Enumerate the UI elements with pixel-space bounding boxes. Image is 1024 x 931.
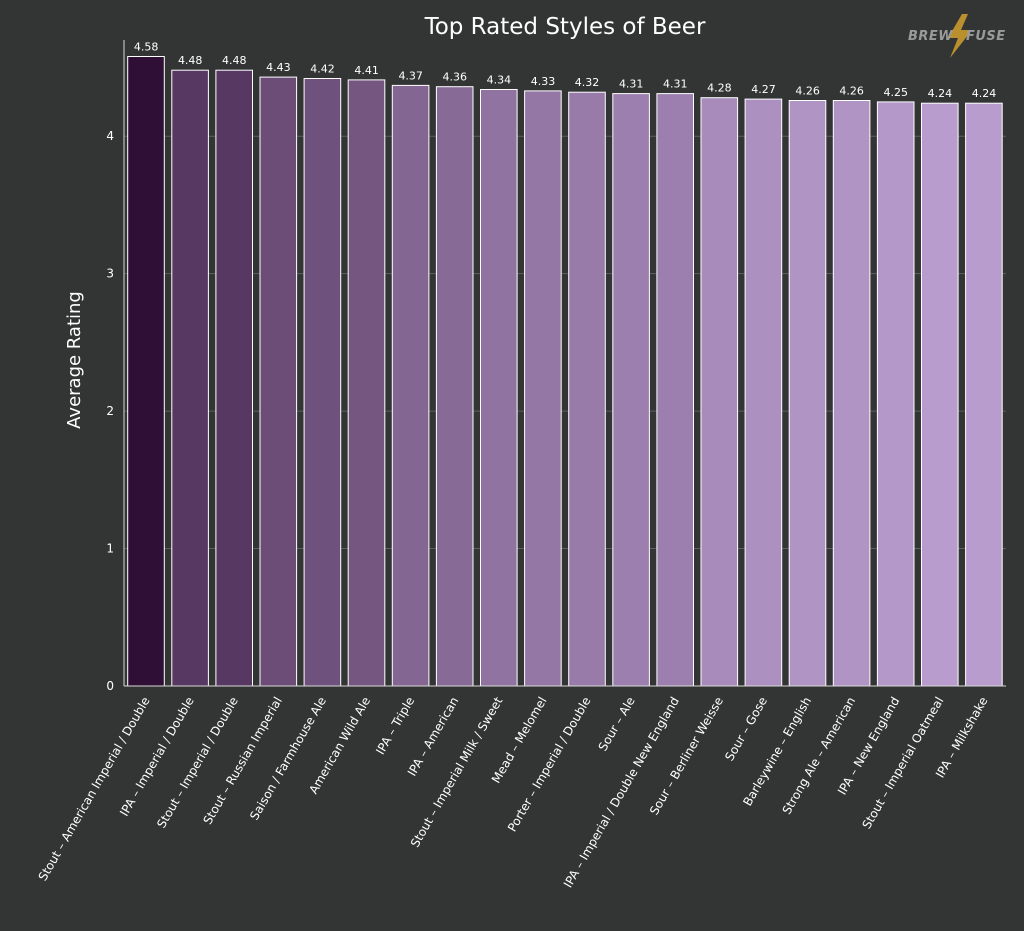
bar bbox=[788, 100, 827, 687]
data-label: 4.36 bbox=[443, 71, 468, 84]
data-label: 4.42 bbox=[310, 63, 335, 76]
data-label: 4.43 bbox=[266, 61, 291, 74]
bar bbox=[435, 86, 474, 687]
data-label: 4.24 bbox=[972, 87, 997, 100]
y-tick-label: 4 bbox=[106, 129, 114, 143]
data-label: 4.28 bbox=[707, 82, 732, 95]
bar bbox=[347, 79, 386, 687]
data-label: 4.48 bbox=[222, 54, 247, 67]
y-tick-label: 3 bbox=[106, 267, 114, 281]
x-tick-label: Sour – Gose bbox=[722, 695, 770, 764]
x-tick-label: Stout – Russian Imperial bbox=[200, 695, 285, 827]
data-label: 4.26 bbox=[795, 85, 820, 98]
chart-title: Top Rated Styles of Beer bbox=[424, 14, 706, 40]
data-label: 4.26 bbox=[839, 85, 864, 98]
data-label: 4.48 bbox=[178, 54, 203, 67]
bar bbox=[656, 93, 695, 687]
data-label: 4.37 bbox=[398, 69, 423, 82]
bar bbox=[568, 91, 606, 687]
data-label: 4.33 bbox=[531, 75, 556, 88]
grid-lines bbox=[124, 135, 1006, 550]
data-labels: 4.58 4.48 4.48 4.43 4.42 4.41 4.37 4.36 4.34 4.33… bbox=[134, 41, 996, 101]
lightning-bolt-icon bbox=[948, 14, 972, 58]
bar bbox=[391, 84, 430, 687]
bar bbox=[921, 102, 959, 687]
data-label: 4.31 bbox=[663, 78, 688, 91]
x-tick-label: Sour – Ale bbox=[596, 695, 638, 754]
bar bbox=[876, 101, 915, 687]
data-label: 4.25 bbox=[884, 86, 909, 99]
x-tick-label: Stout – Imperial Milk / Sweet bbox=[408, 694, 506, 849]
x-tick-label: Porter – Imperial / Double bbox=[505, 695, 594, 835]
bar bbox=[744, 98, 783, 687]
bar bbox=[524, 90, 562, 687]
bar bbox=[612, 93, 650, 687]
bar bbox=[832, 100, 871, 687]
y-axis-label: Average Rating bbox=[64, 291, 85, 429]
y-tick-label: 0 bbox=[106, 679, 114, 693]
x-tick-label: Stout – Imperial Oatmeal bbox=[859, 695, 946, 832]
bar bbox=[171, 69, 209, 687]
y-axis-ticks: 0 1 2 3 4 bbox=[106, 129, 114, 693]
bar bbox=[480, 89, 518, 687]
logo-text-right: FUSE bbox=[966, 29, 1006, 44]
y-tick-label: 2 bbox=[106, 404, 114, 418]
logo-text-left: BREW bbox=[908, 29, 953, 44]
data-label: 4.31 bbox=[619, 78, 644, 91]
bar bbox=[127, 56, 165, 687]
data-label: 4.41 bbox=[354, 64, 379, 77]
data-label: 4.32 bbox=[575, 76, 600, 89]
bar bbox=[303, 78, 342, 687]
data-label: 4.58 bbox=[134, 41, 159, 54]
x-tick-label: IPA – Triple bbox=[373, 695, 417, 757]
bar bbox=[259, 76, 298, 687]
data-label: 4.27 bbox=[751, 83, 776, 96]
data-label: 4.34 bbox=[487, 74, 512, 87]
bar bbox=[215, 69, 253, 687]
bars bbox=[127, 56, 1003, 687]
data-label: 4.24 bbox=[928, 87, 953, 100]
bar bbox=[965, 102, 1003, 687]
y-tick-label: 1 bbox=[106, 542, 114, 556]
x-tick-label: Stout – Imperial / Double bbox=[154, 695, 241, 831]
bar bbox=[700, 97, 739, 687]
x-tick-label: Saison / Farmhouse Ale bbox=[247, 695, 329, 823]
brewfuse-logo: BREW FUSE bbox=[908, 14, 1006, 58]
